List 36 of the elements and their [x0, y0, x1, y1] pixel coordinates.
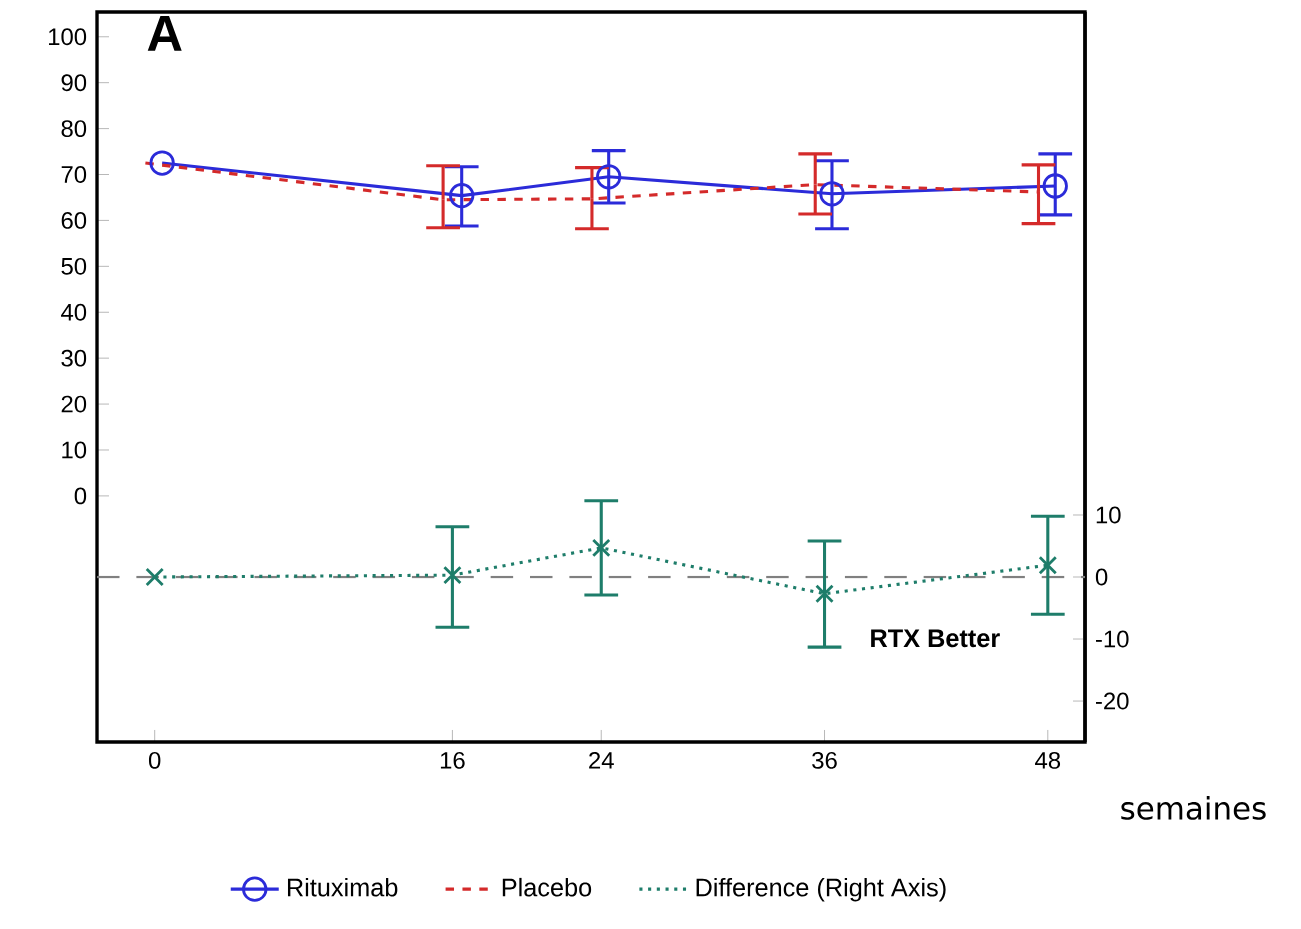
point — [819, 181, 845, 207]
y-tick-label: 30 — [61, 349, 87, 367]
y-tick-label: 40 — [61, 303, 87, 321]
y-tick-label: 90 — [61, 74, 87, 92]
y2-tick-label: -10 — [1096, 630, 1129, 648]
x-tick-label: 24 — [589, 751, 614, 769]
y-tick-label: 10 — [62, 441, 87, 459]
y-tick-label: 20 — [61, 395, 87, 413]
y-tick-label: 50 — [61, 257, 87, 275]
point — [591, 538, 611, 558]
point — [443, 565, 462, 585]
point — [145, 567, 165, 587]
y-tick-label: 70 — [61, 166, 87, 183]
legend-label: Difference (Right Axis) — [696, 877, 946, 902]
y2-tick-label: 0 — [1095, 568, 1108, 586]
y-tick-label: 80 — [61, 120, 87, 138]
point — [149, 150, 175, 176]
x-tick-label: 0 — [148, 751, 161, 769]
legend-label: Placebo — [502, 877, 592, 897]
x-tick-label: 16 — [440, 751, 465, 769]
annotation: RTX Better — [871, 629, 1000, 648]
point — [1042, 173, 1068, 199]
y-tick-label: 0 — [74, 487, 87, 505]
point — [596, 164, 622, 190]
legend-label: Rituximab — [287, 877, 398, 897]
point — [815, 584, 834, 604]
y-tick-label: 100 — [49, 28, 87, 46]
y2-tick-label: 10 — [1096, 506, 1121, 524]
x-axis-title: semaines — [1121, 795, 1266, 820]
y-tick-label: 60 — [61, 211, 87, 229]
point — [1038, 555, 1058, 575]
chart-title: A — [147, 15, 182, 51]
x-tick-label: 36 — [812, 751, 837, 769]
point — [449, 182, 475, 209]
y2-tick-label: -20 — [1096, 692, 1129, 710]
x-tick-label: 48 — [1035, 751, 1061, 769]
